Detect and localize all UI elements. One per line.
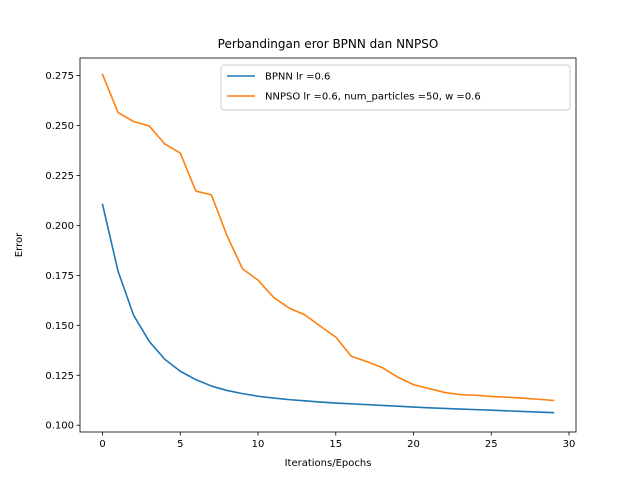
series-line-bpnn: [101, 203, 555, 414]
y-tick-label: 0.125: [45, 371, 74, 382]
y-tick-label: 0.200: [45, 221, 74, 232]
x-tick-label: 30: [563, 439, 576, 450]
x-tick-label: 25: [485, 439, 498, 450]
x-tick-label: 0: [99, 439, 105, 450]
series-lines: [101, 73, 555, 414]
chart-title: Perbandingan eror BPNN dan NNPSO: [218, 37, 439, 51]
plot-frame: [79, 57, 577, 433]
x-tick-label: 5: [177, 439, 183, 450]
y-axis: 0.100 0.125 0.150 0.175 0.200 0.225 0.250 0.275: [45, 71, 80, 432]
legend-entry-label: BPNN lr =0.6: [265, 72, 330, 83]
x-tick-label: 20: [407, 439, 420, 450]
y-tick-label: 0.250: [45, 121, 74, 132]
legend-entry-label: NNPSO lr =0.6, num_particles =50, w =0.6: [265, 92, 481, 103]
y-tick-label: 0.100: [45, 421, 74, 432]
x-axis-label: Iterations/Epochs: [285, 458, 372, 469]
legend: BPNN lr =0.6 NNPSO lr =0.6, num_particles…: [220, 64, 571, 111]
y-tick-label: 0.150: [45, 321, 74, 332]
y-axis-label: Error: [14, 232, 25, 257]
y-tick-label: 0.225: [45, 171, 74, 182]
y-tick-label: 0.275: [45, 71, 74, 82]
y-tick-label: 0.175: [45, 271, 74, 282]
series-line-nnpso: [101, 73, 555, 402]
x-tick-label: 10: [252, 439, 265, 450]
x-axis: 0 5 10 15 20 25 30: [99, 432, 575, 450]
legend-box: [220, 64, 571, 111]
x-tick-label: 15: [329, 439, 342, 450]
